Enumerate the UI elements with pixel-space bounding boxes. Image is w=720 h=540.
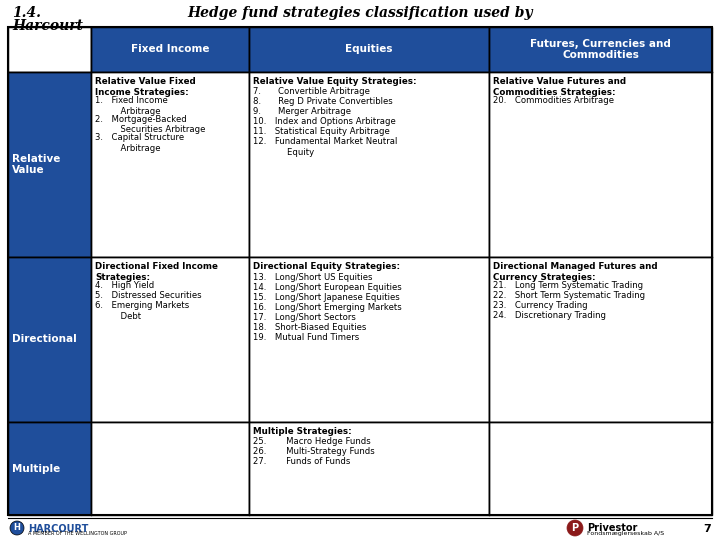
Bar bbox=[249, 257, 489, 422]
Bar bbox=[489, 27, 712, 72]
Text: 23. Currency Trading: 23. Currency Trading bbox=[493, 301, 588, 310]
Text: Directional Managed Futures and
Currency Strategies:: Directional Managed Futures and Currency… bbox=[493, 262, 657, 282]
Text: Directional Equity Strategies:: Directional Equity Strategies: bbox=[253, 262, 400, 271]
Bar bbox=[91, 257, 249, 422]
Text: A MEMBER OF THE WELLINGTON GROUP: A MEMBER OF THE WELLINGTON GROUP bbox=[28, 531, 127, 536]
Text: Directional: Directional bbox=[12, 334, 77, 345]
Bar bbox=[91, 27, 249, 72]
Text: 22. Short Term Systematic Trading: 22. Short Term Systematic Trading bbox=[493, 291, 645, 300]
Circle shape bbox=[10, 521, 24, 535]
Text: 14. Long/Short European Equities: 14. Long/Short European Equities bbox=[253, 282, 402, 292]
Text: 11. Statistical Equity Arbitrage: 11. Statistical Equity Arbitrage bbox=[253, 127, 390, 137]
Text: 25.   Macro Hedge Funds: 25. Macro Hedge Funds bbox=[253, 437, 371, 447]
Text: 7: 7 bbox=[703, 524, 711, 534]
Text: 24. Discretionary Trading: 24. Discretionary Trading bbox=[493, 311, 606, 320]
Text: 3. Capital Structure
   Arbitrage: 3. Capital Structure Arbitrage bbox=[95, 133, 184, 153]
Text: Fondsmæglerseskab A/S: Fondsmæglerseskab A/S bbox=[587, 531, 664, 536]
Text: HARCOURT: HARCOURT bbox=[28, 524, 89, 534]
Text: Equities: Equities bbox=[346, 44, 392, 55]
Text: 1.4.: 1.4. bbox=[12, 6, 41, 20]
Text: 5. Distressed Securities: 5. Distressed Securities bbox=[95, 291, 202, 300]
Bar bbox=[249, 72, 489, 257]
Text: 15. Long/Short Japanese Equities: 15. Long/Short Japanese Equities bbox=[253, 293, 400, 301]
Bar bbox=[91, 422, 249, 515]
Circle shape bbox=[567, 520, 583, 536]
Bar bbox=[489, 422, 712, 515]
Bar bbox=[249, 422, 489, 515]
Text: 12. Fundamental Market Neutral
    Equity: 12. Fundamental Market Neutral Equity bbox=[253, 138, 397, 157]
Text: 7.  Convertible Arbitrage: 7. Convertible Arbitrage bbox=[253, 87, 370, 97]
Text: 9.  Merger Arbitrage: 9. Merger Arbitrage bbox=[253, 107, 351, 117]
Text: 26.   Multi-Strategy Funds: 26. Multi-Strategy Funds bbox=[253, 448, 374, 456]
Text: Relative Value Equity Strategies:: Relative Value Equity Strategies: bbox=[253, 77, 417, 86]
Bar bbox=[489, 257, 712, 422]
Text: 1. Fixed Income
   Arbitrage: 1. Fixed Income Arbitrage bbox=[95, 96, 168, 116]
Text: 10. Index and Options Arbitrage: 10. Index and Options Arbitrage bbox=[253, 118, 396, 126]
Text: 17. Long/Short Sectors: 17. Long/Short Sectors bbox=[253, 313, 356, 321]
Bar bbox=[489, 72, 712, 257]
Bar bbox=[249, 27, 489, 72]
Text: Multiple: Multiple bbox=[12, 463, 60, 474]
Text: Privestor: Privestor bbox=[587, 523, 637, 533]
Text: 8.  Reg D Private Convertibles: 8. Reg D Private Convertibles bbox=[253, 98, 392, 106]
Text: Hedge fund strategies classification used by: Hedge fund strategies classification use… bbox=[187, 6, 533, 20]
Text: 18. Short-Biased Equities: 18. Short-Biased Equities bbox=[253, 322, 366, 332]
Text: 19. Mutual Fund Timers: 19. Mutual Fund Timers bbox=[253, 333, 359, 341]
Text: Harcourt: Harcourt bbox=[12, 19, 83, 33]
Text: 2. Mortgage-Backed
   Securities Arbitrage: 2. Mortgage-Backed Securities Arbitrage bbox=[95, 114, 205, 134]
Text: Relative Value Fixed
Income Strategies:: Relative Value Fixed Income Strategies: bbox=[95, 77, 196, 97]
Text: Relative Value Futures and
Commodities Strategies:: Relative Value Futures and Commodities S… bbox=[493, 77, 626, 97]
Bar bbox=[8, 257, 91, 422]
Bar bbox=[8, 422, 91, 515]
Text: 16. Long/Short Emerging Markets: 16. Long/Short Emerging Markets bbox=[253, 302, 402, 312]
Text: Relative
Value: Relative Value bbox=[12, 154, 60, 176]
Text: Multiple Strategies:: Multiple Strategies: bbox=[253, 427, 352, 436]
Text: Directional Fixed Income
Strategies:: Directional Fixed Income Strategies: bbox=[95, 262, 218, 282]
Text: H: H bbox=[14, 523, 20, 532]
Text: P: P bbox=[572, 523, 579, 533]
Text: 13. Long/Short US Equities: 13. Long/Short US Equities bbox=[253, 273, 372, 281]
Bar bbox=[8, 27, 91, 72]
Bar bbox=[8, 72, 91, 257]
Text: Futures, Currencies and
Commodities: Futures, Currencies and Commodities bbox=[530, 39, 671, 60]
Text: 4. High Yield: 4. High Yield bbox=[95, 281, 154, 290]
Text: 20. Commodities Arbitrage: 20. Commodities Arbitrage bbox=[493, 96, 614, 105]
Text: 27.   Funds of Funds: 27. Funds of Funds bbox=[253, 457, 351, 467]
Text: 6. Emerging Markets
   Debt: 6. Emerging Markets Debt bbox=[95, 301, 189, 321]
Text: 21. Long Term Systematic Trading: 21. Long Term Systematic Trading bbox=[493, 281, 643, 290]
Text: Fixed Income: Fixed Income bbox=[131, 44, 210, 55]
Bar bbox=[91, 72, 249, 257]
